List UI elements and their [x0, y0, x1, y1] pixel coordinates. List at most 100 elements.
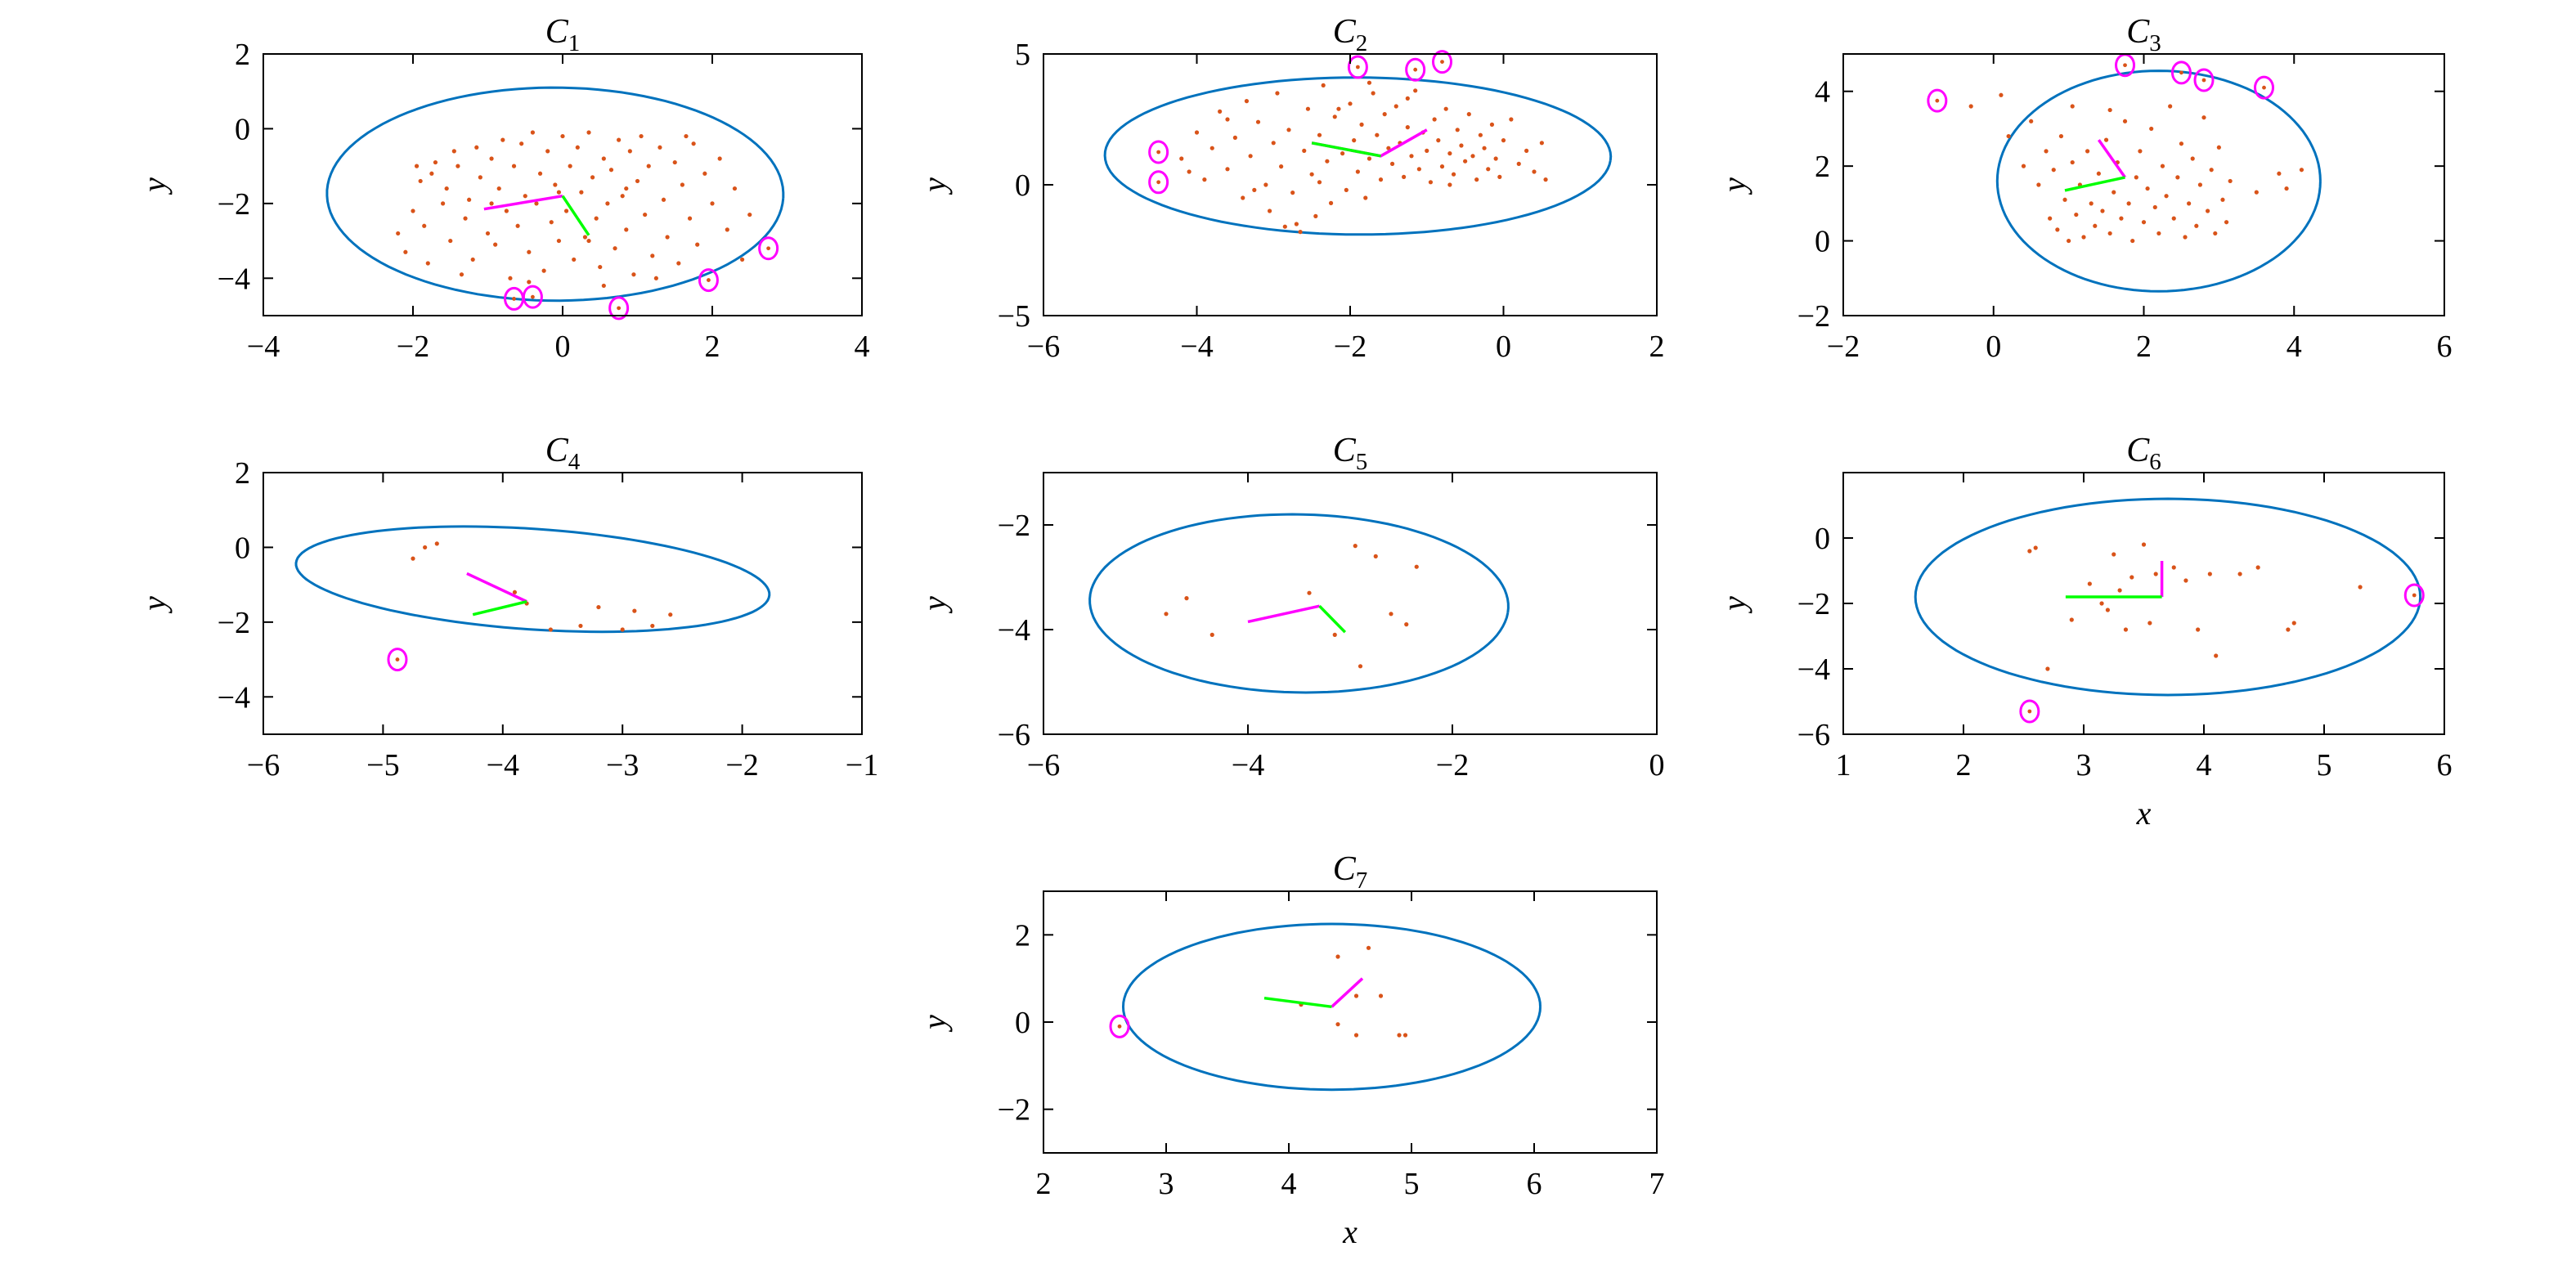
- y-tick-label: 2: [1815, 150, 1830, 184]
- outlier-point: [1440, 60, 1444, 64]
- data-point: [1225, 167, 1230, 172]
- data-point: [1425, 148, 1429, 153]
- outlier-marker: [1927, 88, 1948, 113]
- y-tick-label: 0: [235, 112, 250, 146]
- data-point: [1447, 151, 1452, 156]
- data-point: [1443, 106, 1448, 111]
- data-point: [1352, 138, 1357, 143]
- data-point: [496, 186, 501, 191]
- panel-title-subscript: 2: [1356, 30, 1368, 56]
- data-point: [2194, 223, 2199, 228]
- data-point: [511, 164, 517, 168]
- data-point: [1371, 91, 1376, 96]
- major-axis-line: [1247, 604, 1320, 624]
- outlier-markers: [387, 648, 408, 672]
- x-tick-label: 6: [2437, 748, 2453, 782]
- x-tick-label: 4: [2197, 748, 2212, 782]
- data-point: [598, 264, 603, 270]
- data-point: [665, 235, 670, 240]
- data-point: [1463, 159, 1468, 164]
- data-point: [1404, 622, 1409, 627]
- data-point: [534, 201, 539, 206]
- outlier-marker: [1109, 1014, 1130, 1038]
- data-point: [470, 257, 475, 262]
- x-axis-label: x: [2136, 795, 2152, 832]
- y-tick-label: −4: [1797, 652, 1830, 687]
- data-point: [1474, 177, 1479, 182]
- data-point: [2100, 209, 2105, 213]
- data-point: [2237, 572, 2242, 576]
- data-point: [575, 145, 580, 150]
- data-point: [1271, 141, 1276, 146]
- data-point: [1164, 612, 1169, 617]
- data-point: [2044, 149, 2049, 154]
- data-point: [2029, 119, 2034, 123]
- data-point: [586, 130, 591, 135]
- data-point: [1344, 187, 1349, 192]
- data-point: [403, 249, 408, 254]
- outlier-point: [766, 246, 771, 251]
- plot-area: [1103, 76, 1613, 236]
- panel-title: C1: [545, 13, 581, 56]
- data-point: [624, 186, 629, 191]
- panel-title: C5: [1333, 432, 1368, 475]
- outlier-point: [2201, 78, 2206, 83]
- data-point: [2134, 175, 2138, 180]
- data-point: [2067, 238, 2071, 244]
- outlier-marker: [2170, 61, 2192, 85]
- data-points: [2027, 542, 2363, 671]
- data-point: [2070, 104, 2075, 109]
- y-tick-label: 2: [235, 38, 250, 72]
- data-point: [2119, 216, 2124, 221]
- outlier-point: [1935, 98, 1940, 103]
- data-point: [1414, 564, 1419, 569]
- data-point: [523, 194, 527, 199]
- data-point: [434, 541, 439, 546]
- panel-title-main: C: [1333, 850, 1357, 888]
- outlier-markers: [1148, 50, 1452, 195]
- data-point: [1493, 156, 1498, 161]
- data-point: [1373, 554, 1378, 559]
- data-point: [590, 175, 595, 180]
- panel-title: C2: [1333, 13, 1368, 56]
- data-point: [1321, 83, 1326, 87]
- y-axis-label: y: [1716, 177, 1752, 195]
- data-point: [1486, 167, 1491, 172]
- data-point: [2033, 545, 2038, 550]
- data-point: [1340, 151, 1345, 156]
- panel-title-main: C: [1333, 432, 1357, 469]
- x-tick-label: 2: [1036, 1167, 1052, 1201]
- x-tick-label: −2: [1334, 330, 1367, 364]
- x-tick-label: −2: [1827, 330, 1860, 364]
- data-point: [444, 186, 449, 191]
- data-point: [2175, 175, 2180, 180]
- data-point: [732, 186, 738, 191]
- outlier-marker: [1347, 55, 1368, 79]
- data-point: [2062, 197, 2067, 202]
- outlier-point: [395, 657, 400, 661]
- minor-axis-line: [2064, 176, 2125, 192]
- data-point: [1225, 117, 1230, 122]
- data-point: [650, 253, 655, 258]
- data-points: [1179, 80, 1548, 235]
- data-point: [2112, 552, 2116, 557]
- data-point: [1255, 119, 1261, 124]
- axes-frame: [1043, 53, 1658, 316]
- data-point: [1241, 195, 1245, 200]
- data-point: [2122, 119, 2128, 123]
- data-point: [1375, 132, 1380, 137]
- x-tick-label: −6: [247, 748, 280, 782]
- data-point: [1405, 125, 1410, 130]
- data-point: [608, 168, 614, 173]
- data-point: [2070, 159, 2075, 165]
- data-point: [2147, 621, 2152, 626]
- data-point: [1194, 130, 1200, 135]
- data-point: [1478, 132, 1483, 137]
- data-point: [624, 227, 629, 232]
- major-axis-line: [1331, 977, 1364, 1008]
- data-point: [2205, 209, 2210, 213]
- data-point: [541, 268, 546, 273]
- data-point: [1218, 109, 1223, 114]
- data-point: [661, 197, 666, 202]
- data-point: [2299, 168, 2304, 173]
